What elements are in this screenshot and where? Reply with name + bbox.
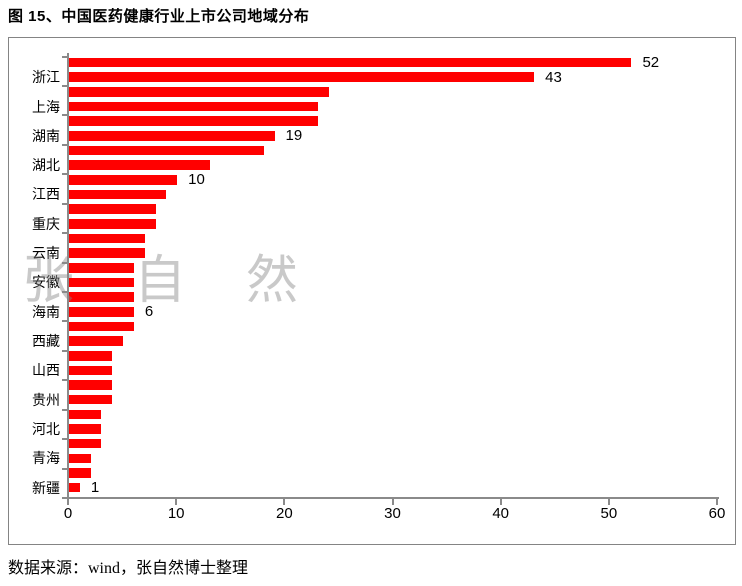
- category-label: 云南: [32, 245, 60, 262]
- y-axis-line: [67, 53, 69, 499]
- y-axis-tick: [62, 438, 68, 441]
- bar-row-15: [69, 263, 134, 273]
- bar-data-label: 52: [642, 54, 660, 72]
- x-axis-tick-label: 30: [384, 505, 401, 522]
- bar-row-27: [69, 438, 102, 449]
- bar-江西: [69, 189, 167, 200]
- x-axis-tick: [499, 499, 502, 505]
- x-axis-tick-label: 60: [708, 505, 726, 522]
- bar-湖南: [69, 131, 275, 141]
- bar-安徽: [69, 277, 134, 288]
- y-axis-tick: [62, 55, 68, 58]
- x-axis-tick: [391, 499, 394, 505]
- x-axis-tick-label: 50: [600, 505, 618, 522]
- bar-row-29: [69, 468, 91, 478]
- bar-row-1: [69, 57, 632, 68]
- category-label: 湖南: [32, 127, 60, 144]
- bar-青海: [69, 453, 91, 464]
- bar-row-5: [69, 116, 318, 126]
- bar-row-13: [69, 233, 145, 244]
- x-axis-tick: [67, 499, 69, 505]
- bar-贵州: [69, 394, 113, 405]
- y-axis-tick: [62, 320, 68, 323]
- bar-row-25: [69, 409, 102, 420]
- bar-西藏: [69, 336, 124, 346]
- y-axis-tick: [62, 467, 68, 470]
- y-axis-tick: [62, 497, 68, 499]
- category-label: 湖北: [32, 157, 60, 174]
- y-axis-tick: [62, 408, 68, 411]
- bar-海南: [69, 307, 134, 317]
- category-label: 新疆: [32, 479, 60, 496]
- y-axis-tick: [62, 379, 68, 382]
- bar-重庆: [69, 219, 156, 229]
- x-axis-tick: [716, 499, 718, 505]
- bar-浙江: [69, 72, 535, 82]
- bar-row-3: [69, 87, 329, 97]
- category-label: 河北: [32, 421, 60, 438]
- x-axis-tick: [283, 499, 286, 505]
- bar-row-7: [69, 145, 264, 156]
- bar-湖北: [69, 160, 210, 170]
- category-label: 西藏: [32, 333, 60, 350]
- bar-row-21: [69, 351, 113, 361]
- bar-row-9: [69, 175, 178, 185]
- category-label: 青海: [32, 450, 60, 467]
- bar-row-11: [69, 204, 156, 214]
- y-axis-tick: [62, 349, 68, 352]
- chart-title: 图 15、中国医药健康行业上市公司地域分布: [8, 8, 310, 25]
- bar-data-label: 10: [188, 171, 205, 189]
- category-label: 重庆: [32, 215, 60, 232]
- x-axis-tick: [175, 499, 178, 505]
- bar-山西: [69, 365, 113, 376]
- y-axis-tick: [62, 143, 68, 146]
- bar-data-label: 6: [144, 303, 154, 321]
- bar-河北: [69, 424, 102, 434]
- x-axis-tick: [607, 499, 610, 505]
- y-axis-tick: [62, 173, 68, 176]
- x-axis-line: [67, 497, 719, 499]
- category-label: 海南: [32, 303, 60, 320]
- y-axis-tick: [62, 84, 68, 87]
- bar-row-19: [69, 321, 134, 332]
- x-axis-tick-label: 20: [275, 505, 293, 522]
- bar-data-label: 19: [285, 127, 303, 145]
- x-axis-tick-label: 40: [492, 505, 509, 522]
- bar-row-23: [69, 380, 113, 390]
- x-axis-tick-label: 0: [63, 505, 73, 522]
- bar-data-label: 43: [545, 68, 562, 86]
- category-label: 上海: [32, 98, 60, 115]
- category-label: 安徽: [32, 274, 60, 291]
- category-label: 浙江: [32, 69, 60, 86]
- bar-云南: [69, 248, 145, 258]
- bar-上海: [69, 101, 318, 112]
- category-label: 山西: [32, 362, 60, 379]
- bar-新疆: [69, 482, 80, 493]
- category-label: 贵州: [32, 391, 60, 408]
- bar-data-label: 1: [90, 479, 100, 497]
- y-axis-tick: [62, 114, 68, 117]
- y-axis-tick: [62, 290, 68, 293]
- y-axis-tick: [62, 202, 68, 205]
- x-axis-tick-label: 10: [167, 505, 185, 522]
- y-axis-tick: [62, 232, 68, 235]
- y-axis-tick: [62, 261, 68, 264]
- source-note: 数据来源：wind，张自然博士整理: [8, 560, 249, 577]
- category-label: 江西: [32, 186, 60, 203]
- bar-row-17: [69, 292, 134, 302]
